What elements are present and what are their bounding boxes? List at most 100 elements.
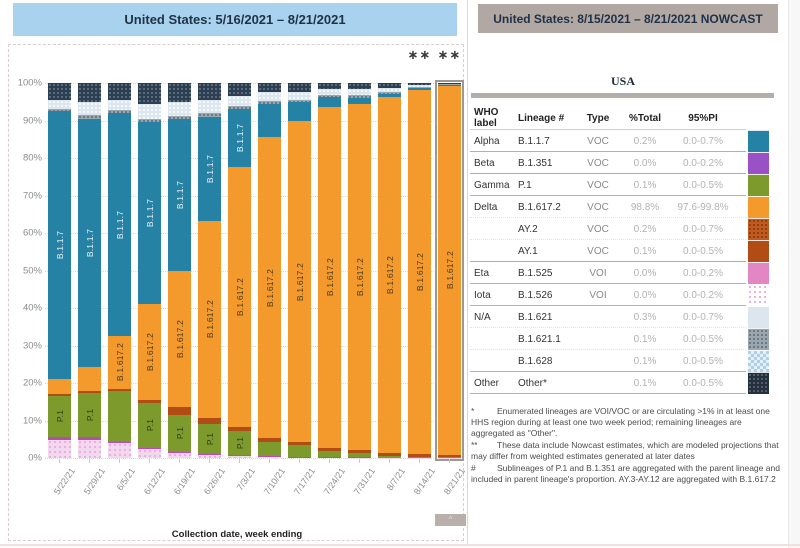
segment-B.1.621/B.1.628[interactable] — [198, 99, 221, 113]
segment-B.1.621/B.1.628[interactable] — [348, 88, 371, 96]
segment-P.1 (Gamma)[interactable] — [138, 402, 161, 448]
segment-B.1.1.7 (Alpha)[interactable] — [168, 119, 191, 272]
table-row[interactable]: Beta B.1.351 VOC 0.0% 0.0-0.2% — [470, 152, 746, 174]
segment-P.1 (Gamma)[interactable] — [318, 450, 341, 457]
bar-7/31/21[interactable] — [348, 83, 371, 458]
segment-B.1.1.7 (Alpha)[interactable] — [48, 111, 71, 380]
segment-AY.1/AY.2 (Delta)[interactable] — [168, 407, 191, 415]
table-row[interactable]: Eta B.1.525 VOI 0.0% 0.0-0.2% — [470, 262, 746, 284]
segment-B.1.621/B.1.628[interactable] — [288, 92, 311, 100]
segment-B.1.526 (Iota)[interactable] — [288, 456, 311, 458]
segment-AY.1/AY.2 (Delta)[interactable] — [258, 437, 281, 442]
segment-Other[interactable] — [78, 83, 101, 102]
segment-Other[interactable] — [288, 83, 311, 93]
bar-8/7/21[interactable] — [378, 83, 401, 458]
segment-Other[interactable] — [198, 83, 221, 100]
segment-P.1 (Gamma)[interactable] — [288, 445, 311, 457]
segment-B.1.526 (Iota)[interactable] — [108, 443, 131, 458]
segment-B.1.621/B.1.628[interactable] — [258, 92, 281, 101]
segment-B.1.1.7 (Alpha)[interactable] — [108, 113, 131, 337]
segment-B.1.526 (Iota)[interactable] — [48, 440, 71, 458]
table-row[interactable]: Other Other* 0.1% 0.0-0.5% — [470, 372, 746, 394]
segment-B.1.526 (Iota)[interactable] — [318, 457, 341, 458]
segment-B.1.621.1[interactable] — [138, 118, 161, 123]
segment-B.1.617.2 (Delta)[interactable] — [198, 220, 221, 419]
segment-Other[interactable] — [228, 83, 251, 97]
segment-B.1.621.1[interactable] — [288, 99, 311, 102]
segment-AY.1/AY.2 (Delta)[interactable] — [348, 450, 371, 454]
segment-B.1.621/B.1.628[interactable] — [138, 103, 161, 119]
segment-P.1 (Gamma)[interactable] — [408, 456, 431, 458]
segment-B.1.617.2 (Delta)[interactable] — [288, 121, 311, 443]
segment-B.1.617.2 (Delta)[interactable] — [408, 90, 431, 455]
segment-AY.1/AY.2 (Delta)[interactable] — [198, 418, 221, 425]
segment-B.1.621.1[interactable] — [198, 113, 221, 117]
segment-B.1.1.7 (Alpha)[interactable] — [378, 93, 401, 98]
segment-B.1.1.7 (Alpha)[interactable] — [348, 98, 371, 104]
scrollbar-track[interactable] — [788, 0, 800, 548]
segment-B.1.621.1[interactable] — [378, 92, 401, 94]
segment-P.1 (Gamma)[interactable] — [348, 453, 371, 458]
segment-B.1.526 (Iota)[interactable] — [198, 454, 221, 458]
segment-P.1 (Gamma)[interactable] — [228, 431, 251, 456]
bar-5/29/21[interactable] — [78, 83, 101, 458]
table-row[interactable]: B.1.628 0.1% 0.0-0.5% — [470, 350, 746, 372]
segment-B.1.1.7 (Alpha)[interactable] — [138, 122, 161, 305]
scroll-up-button[interactable]: ^ — [435, 514, 466, 526]
segment-Other[interactable] — [108, 83, 131, 100]
table-row[interactable]: Iota B.1.526 VOI 0.0% 0.0-0.2% — [470, 284, 746, 306]
segment-B.1.526 (Iota)[interactable] — [258, 456, 281, 458]
segment-Other[interactable] — [318, 83, 341, 89]
segment-B.1.617.2 (Delta)[interactable] — [228, 167, 251, 427]
bar-7/3/21[interactable] — [228, 83, 251, 458]
segment-B.1.621/B.1.628[interactable] — [408, 84, 431, 88]
segment-AY.1/AY.2 (Delta)[interactable] — [288, 442, 311, 446]
segment-AY.1/AY.2 (Delta)[interactable] — [48, 393, 71, 396]
segment-B.1.617.2 (Delta)[interactable] — [48, 379, 71, 394]
segment-P.1 (Gamma)[interactable] — [168, 414, 191, 452]
segment-B.1.621/B.1.628[interactable] — [378, 87, 401, 92]
segment-P.1 (Gamma)[interactable] — [438, 456, 461, 458]
segment-P.1 (Gamma)[interactable] — [48, 395, 71, 437]
segment-P.1 (Gamma)[interactable] — [108, 390, 131, 442]
table-row[interactable]: N/A B.1.621 0.3% 0.0-0.7% — [470, 306, 746, 328]
segment-B.1.617.2 (Delta)[interactable] — [258, 137, 281, 438]
segment-AY.1/AY.2 (Delta)[interactable] — [228, 426, 251, 431]
table-row[interactable]: AY.2 VOC 0.2% 0.0-0.7% — [470, 218, 746, 240]
segment-B.1.525 (Eta)[interactable] — [78, 437, 101, 440]
segment-B.1.621/B.1.628[interactable] — [228, 96, 251, 107]
segment-B.1.1.7 (Alpha)[interactable] — [78, 118, 101, 367]
segment-AY.1/AY.2 (Delta)[interactable] — [108, 388, 131, 391]
segment-B.1.621.1[interactable] — [168, 115, 191, 120]
segment-B.1.621/B.1.628[interactable] — [78, 101, 101, 115]
segment-B.1.526 (Iota)[interactable] — [78, 439, 101, 458]
table-row[interactable]: Alpha B.1.1.7 VOC 0.2% 0.0-0.7% — [470, 130, 746, 152]
segment-P.1 (Gamma)[interactable] — [198, 424, 221, 454]
bar-7/10/21[interactable] — [258, 83, 281, 458]
segment-B.1.617.2 (Delta)[interactable] — [108, 336, 131, 389]
segment-B.1.525 (Eta)[interactable] — [138, 447, 161, 449]
segment-B.1.526 (Iota)[interactable] — [138, 449, 161, 458]
segment-B.1.621/B.1.628[interactable] — [318, 88, 341, 95]
segment-B.1.1.7 (Alpha)[interactable] — [258, 103, 281, 138]
segment-B.1.621.1[interactable] — [348, 95, 371, 98]
segment-B.1.525 (Eta)[interactable] — [168, 452, 191, 453]
segment-B.1.525 (Eta)[interactable] — [48, 437, 71, 440]
segment-B.1.526 (Iota)[interactable] — [228, 455, 251, 458]
segment-B.1.1.7 (Alpha)[interactable] — [318, 96, 341, 108]
segment-B.1.621.1[interactable] — [258, 101, 281, 104]
segment-Other[interactable] — [378, 83, 401, 88]
segment-B.1.617.2 (Delta)[interactable] — [318, 107, 341, 448]
segment-Other[interactable] — [138, 83, 161, 104]
segment-B.1.617.2 (Delta)[interactable] — [138, 304, 161, 400]
bar-8/14/21[interactable] — [408, 83, 431, 458]
segment-B.1.621.1[interactable] — [318, 94, 341, 97]
segment-B.1.621.1[interactable] — [228, 106, 251, 110]
segment-Other[interactable] — [408, 83, 431, 85]
segment-B.1.617.2 (Delta)[interactable] — [168, 271, 191, 408]
table-row[interactable]: Delta B.1.617.2 VOC 98.8% 97.6-99.8% — [470, 196, 746, 218]
segment-B.1.621/B.1.628[interactable] — [168, 101, 191, 116]
bar-6/26/21[interactable] — [198, 83, 221, 458]
segment-AY.1/AY.2 (Delta)[interactable] — [318, 447, 341, 451]
segment-P.1 (Gamma)[interactable] — [78, 393, 101, 437]
